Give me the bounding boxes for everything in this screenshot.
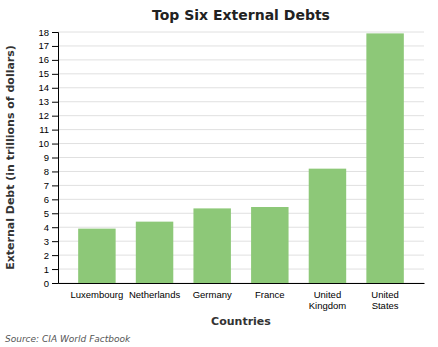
y-tick-label: 4 (44, 222, 49, 233)
x-tick: Germany (193, 289, 232, 300)
y-tick: 18 (38, 27, 58, 38)
y-tick-mark (52, 213, 58, 214)
y-tick-mark (52, 171, 58, 172)
y-tick-label: 18 (38, 27, 49, 38)
y-tick-label: 14 (38, 82, 49, 93)
y-tick-label: 7 (44, 180, 49, 191)
x-tick-label-line: Luxembourg (70, 289, 123, 300)
bar (309, 169, 346, 283)
y-tick-mark (52, 255, 58, 256)
y-tick-mark (52, 88, 58, 89)
y-tick: 11 (39, 124, 58, 135)
y-tick-label: 17 (38, 40, 49, 51)
y-tick-label: 15 (38, 68, 49, 79)
y-tick: 10 (38, 138, 58, 149)
plot: 0123456789101112131415161718LuxembourgNe… (38, 27, 424, 311)
y-tick-label: 1 (44, 264, 49, 275)
y-tick: 16 (38, 54, 58, 65)
y-tick-label: 8 (44, 166, 49, 177)
y-tick-label: 6 (44, 194, 49, 205)
y-tick: 12 (38, 110, 58, 121)
x-tick-label-line: Germany (193, 289, 232, 300)
y-tick-mark (52, 283, 58, 284)
x-tick: Netherlands (129, 289, 180, 300)
y-axis-title: External Debt (in trillions of dollars) (4, 45, 17, 270)
x-axis-line (59, 283, 425, 284)
y-tick: 7 (44, 180, 58, 191)
y-tick-label: 13 (38, 96, 49, 107)
y-tick-mark (52, 32, 58, 33)
x-tick-label: UnitedKingdom (309, 289, 347, 311)
y-axis: 0123456789101112131415161718 (38, 27, 58, 289)
y-tick: 2 (44, 250, 58, 261)
y-tick-mark (52, 130, 58, 131)
x-tick-label: Luxembourg (70, 289, 123, 300)
y-tick: 4 (44, 222, 58, 233)
x-axis: Luxembourg Netherlands Germany France United… (59, 284, 425, 311)
x-tick-label-line: Netherlands (129, 289, 180, 300)
y-tick-label: 2 (44, 250, 49, 261)
y-tick-label: 3 (44, 236, 49, 247)
x-tick-label-line: States (372, 300, 399, 311)
y-tick-mark (52, 158, 58, 159)
grid-line (58, 32, 424, 33)
x-axis-title: Countries (211, 315, 271, 328)
x-tick-label: France (255, 289, 285, 300)
y-tick-mark (52, 185, 58, 186)
bar (251, 207, 288, 283)
y-tick-mark (52, 227, 58, 228)
y-tick-label: 5 (44, 208, 49, 219)
bar (366, 33, 403, 283)
x-tick-label: Netherlands (129, 289, 180, 300)
y-tick: 9 (44, 152, 58, 163)
y-tick: 5 (44, 208, 58, 219)
y-tick-label: 12 (38, 110, 49, 121)
y-tick-mark (52, 116, 58, 117)
y-tick-mark (52, 60, 58, 61)
y-tick-mark (52, 144, 58, 145)
y-tick: 13 (38, 96, 58, 107)
title: Top Six External Debts (152, 7, 330, 23)
bar (193, 208, 230, 283)
x-tick: UnitedStates (371, 289, 398, 311)
y-tick: 6 (44, 194, 58, 205)
y-tick: 15 (38, 68, 58, 79)
y-tick-label: 16 (38, 54, 49, 65)
x-tick: Luxembourg (70, 289, 123, 300)
x-tick-label: Germany (193, 289, 232, 300)
x-tick-label-line: France (255, 289, 285, 300)
bar (78, 229, 115, 283)
y-tick: 1 (44, 264, 58, 275)
x-tick-label-line: United (314, 289, 341, 300)
y-axis-line (52, 33, 59, 284)
chart: 0123456789101112131415161718LuxembourgNe… (0, 0, 438, 347)
x-tick-label-line: United (371, 289, 398, 300)
y-tick-label: 11 (39, 124, 49, 135)
bar (136, 222, 173, 283)
y-tick: 14 (38, 82, 58, 93)
x-tick-label: UnitedStates (371, 289, 398, 311)
y-tick-mark (52, 46, 58, 47)
bars (78, 33, 404, 283)
grid (58, 32, 424, 283)
x-tick-label-line: Kingdom (309, 300, 347, 311)
y-tick-label: 10 (38, 138, 49, 149)
y-tick: 17 (38, 40, 58, 51)
y-tick-mark (52, 269, 58, 270)
source: Source: CIA World Factbook (5, 334, 131, 344)
x-tick: UnitedKingdom (309, 289, 347, 311)
y-tick-label: 0 (44, 278, 49, 289)
y-tick-mark (52, 199, 58, 200)
y-tick-mark (52, 102, 58, 103)
y-tick-mark (52, 74, 58, 75)
y-tick: 3 (44, 236, 58, 247)
x-tick: France (255, 289, 285, 300)
y-tick: 8 (44, 166, 58, 177)
y-tick-label: 9 (44, 152, 49, 163)
y-tick: 0 (44, 278, 58, 289)
y-tick-mark (52, 241, 58, 242)
